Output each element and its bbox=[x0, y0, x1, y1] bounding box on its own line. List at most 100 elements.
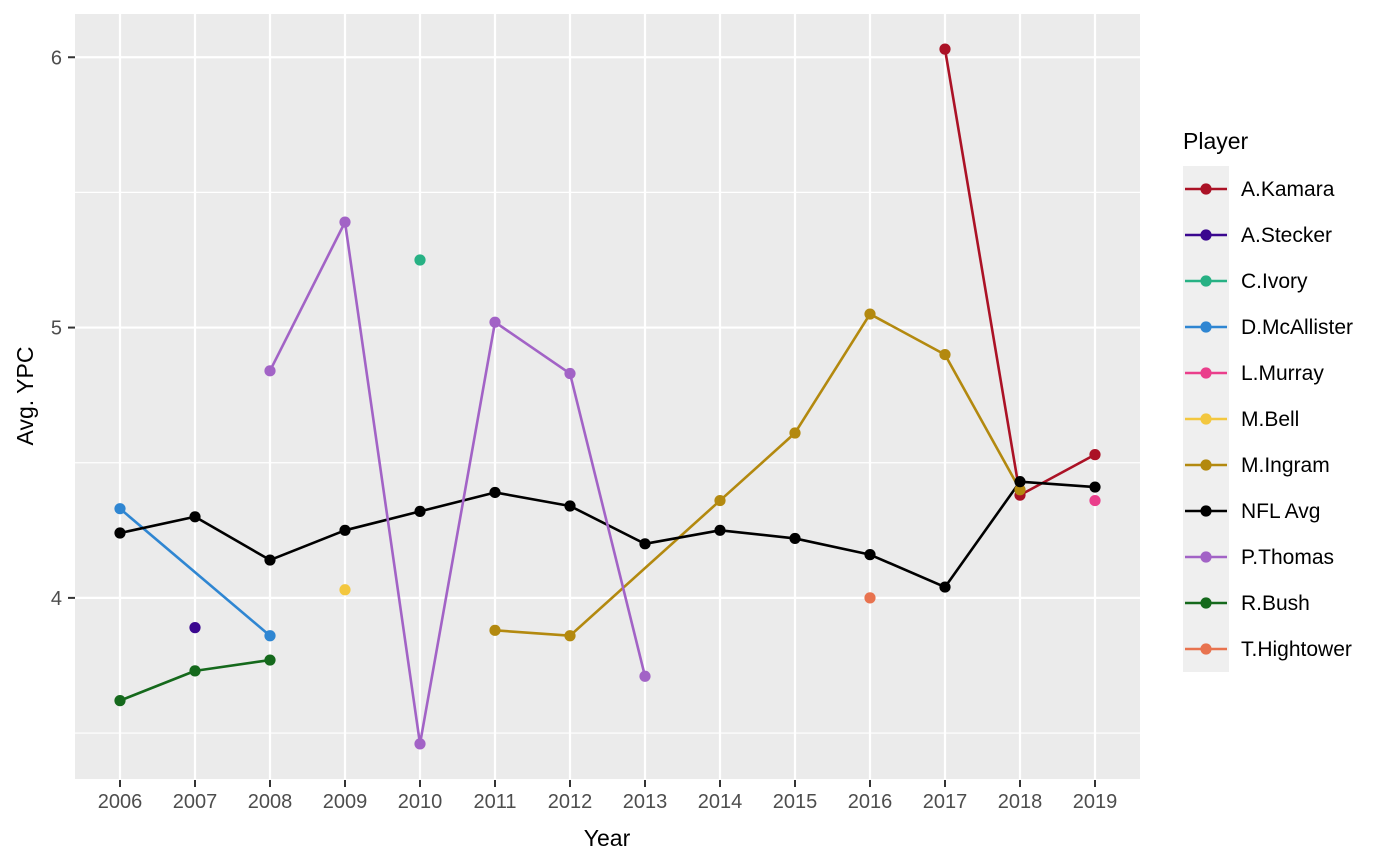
series-layer bbox=[114, 43, 1101, 750]
point-p-thomas-2009 bbox=[339, 216, 351, 228]
point-p-thomas-2013 bbox=[639, 670, 651, 682]
legend-item-t-hightower: T.Hightower bbox=[1183, 626, 1352, 672]
x-axis-title: Year bbox=[584, 825, 631, 851]
point-p-thomas-2011 bbox=[489, 316, 501, 328]
point-m-bell-2009 bbox=[339, 584, 351, 596]
point-nfl-avg-2017 bbox=[939, 581, 951, 593]
y-tick-label-6: 6 bbox=[51, 47, 62, 69]
y-tick-label-5: 5 bbox=[51, 318, 62, 340]
x-tick-label-2007: 2007 bbox=[173, 791, 218, 813]
x-tick-label-2006: 2006 bbox=[98, 791, 143, 813]
point-nfl-avg-2010 bbox=[414, 505, 426, 517]
legend-key-point bbox=[1200, 643, 1212, 655]
point-nfl-avg-2008 bbox=[264, 554, 276, 566]
legend-label-l-murray: L.Murray bbox=[1241, 362, 1324, 385]
legend-item-d-mcallister: D.McAllister bbox=[1183, 304, 1353, 350]
y-axis-title: Avg. YPC bbox=[12, 347, 38, 446]
point-nfl-avg-2009 bbox=[339, 524, 351, 536]
legend-key-point bbox=[1200, 275, 1212, 287]
legend-item-a-stecker: A.Stecker bbox=[1183, 212, 1332, 258]
point-m-ingram-2018 bbox=[1014, 484, 1026, 496]
y-tick-label-4: 4 bbox=[51, 588, 62, 610]
legend-item-l-murray: L.Murray bbox=[1183, 350, 1324, 396]
legend-key-point bbox=[1200, 229, 1212, 241]
point-m-ingram-2014 bbox=[714, 494, 726, 507]
x-tick-label-2017: 2017 bbox=[923, 791, 968, 813]
legend-item-p-thomas: P.Thomas bbox=[1183, 534, 1334, 580]
legend-label-p-thomas: P.Thomas bbox=[1241, 546, 1334, 569]
x-tick-label-2015: 2015 bbox=[773, 791, 818, 813]
x-tick-label-2014: 2014 bbox=[698, 791, 743, 813]
plot-panel bbox=[75, 14, 1140, 779]
point-nfl-avg-2014 bbox=[714, 524, 726, 536]
gridline-layer bbox=[75, 14, 1140, 779]
legend-item-m-ingram: M.Ingram bbox=[1183, 442, 1330, 488]
point-p-thomas-2008 bbox=[264, 365, 276, 377]
legend-title: Player bbox=[1183, 128, 1249, 154]
point-nfl-avg-2019 bbox=[1089, 481, 1101, 493]
point-m-ingram-2017 bbox=[939, 349, 951, 361]
legend-label-d-mcallister: D.McAllister bbox=[1241, 316, 1353, 339]
point-m-ingram-2011 bbox=[489, 624, 501, 636]
x-tick-label-2011: 2011 bbox=[473, 791, 516, 813]
point-m-ingram-2015 bbox=[789, 427, 801, 439]
x-tick-label-2009: 2009 bbox=[323, 791, 368, 813]
legend-label-m-bell: M.Bell bbox=[1241, 408, 1299, 431]
legend-item-r-bush: R.Bush bbox=[1183, 580, 1310, 626]
series-line-d-mcallister bbox=[119, 507, 271, 637]
legend-key-point bbox=[1200, 321, 1212, 333]
legend-key-point bbox=[1200, 551, 1212, 563]
point-a-kamara-2017 bbox=[939, 43, 951, 55]
legend-label-r-bush: R.Bush bbox=[1241, 592, 1310, 615]
legend-label-nfl-avg: NFL Avg bbox=[1241, 500, 1320, 523]
legend-key-point bbox=[1200, 505, 1212, 517]
x-tick-label-2008: 2008 bbox=[248, 791, 293, 813]
legend-key-point bbox=[1200, 183, 1212, 195]
x-tick-label-2016: 2016 bbox=[848, 791, 893, 813]
legend-layer: A.Kamara A.Stecker C.Ivory D.McAllister L.Mu… bbox=[1183, 166, 1353, 672]
point-l-murray-2019 bbox=[1089, 494, 1101, 507]
legend-label-a-stecker: A.Stecker bbox=[1241, 224, 1332, 247]
point-nfl-avg-2007 bbox=[189, 511, 201, 523]
point-p-thomas-2010 bbox=[414, 738, 426, 750]
point-nfl-avg-2013 bbox=[639, 538, 651, 550]
legend-key-point bbox=[1200, 597, 1212, 609]
point-nfl-avg-2006 bbox=[114, 527, 126, 539]
point-nfl-avg-2011 bbox=[489, 486, 501, 499]
point-m-ingram-2016 bbox=[864, 308, 876, 320]
point-nfl-avg-2018 bbox=[1014, 476, 1026, 488]
legend-item-c-ivory: C.Ivory bbox=[1183, 258, 1308, 304]
plot-panel-layer bbox=[75, 14, 1140, 779]
x-tick-label-2018: 2018 bbox=[998, 791, 1043, 813]
x-tick-label-2019: 2019 bbox=[1073, 791, 1118, 813]
legend-label-a-kamara: A.Kamara bbox=[1241, 178, 1335, 201]
x-tick-label-2010: 2010 bbox=[398, 791, 443, 813]
point-p-thomas-2012 bbox=[564, 367, 576, 380]
x-tick-label-2013: 2013 bbox=[623, 791, 668, 813]
point-a-stecker-2007 bbox=[189, 622, 201, 634]
point-nfl-avg-2012 bbox=[564, 500, 576, 512]
legend-item-nfl-avg: NFL Avg bbox=[1183, 488, 1320, 534]
legend-label-t-hightower: T.Hightower bbox=[1241, 638, 1352, 661]
point-c-ivory-2010 bbox=[414, 254, 426, 266]
legend-item-a-kamara: A.Kamara bbox=[1183, 166, 1335, 212]
series-line-p-thomas bbox=[268, 220, 647, 746]
legend-key-point bbox=[1200, 459, 1212, 471]
x-tick-label-2012: 2012 bbox=[548, 791, 593, 813]
point-r-bush-2006 bbox=[114, 695, 126, 707]
point-t-hightower-2016 bbox=[864, 592, 876, 604]
axis-layer: 2006 2007 2008 2009 2010 2011 2012 2013 2014 2015… bbox=[51, 47, 1117, 813]
point-m-ingram-2012 bbox=[564, 630, 576, 642]
point-a-kamara-2019 bbox=[1089, 449, 1101, 461]
legend-label-m-ingram: M.Ingram bbox=[1241, 454, 1330, 477]
point-d-mcallister-2008 bbox=[264, 630, 276, 642]
legend-item-m-bell: M.Bell bbox=[1183, 396, 1299, 442]
legend-label-c-ivory: C.Ivory bbox=[1241, 270, 1308, 293]
point-nfl-avg-2016 bbox=[864, 549, 876, 561]
legend-key-point bbox=[1200, 413, 1212, 425]
point-r-bush-2008 bbox=[264, 654, 276, 666]
legend-key-point bbox=[1200, 367, 1212, 379]
point-r-bush-2007 bbox=[189, 665, 201, 677]
